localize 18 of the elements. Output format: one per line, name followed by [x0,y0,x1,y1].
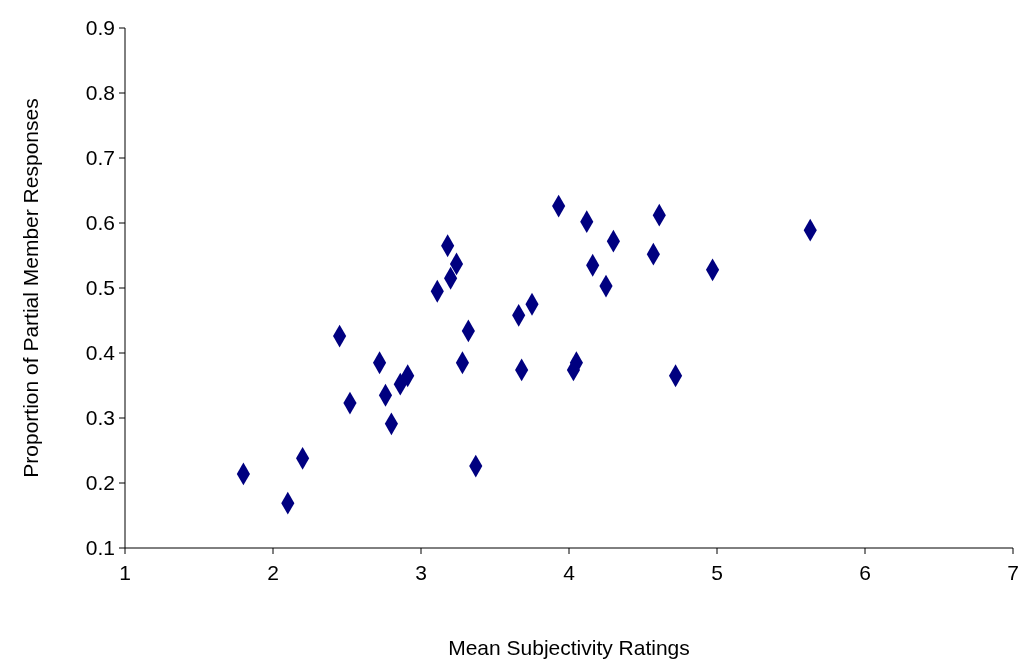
x-tick-label: 5 [711,561,723,584]
y-tick-label: 0.8 [85,81,115,104]
x-tick-label: 3 [415,561,427,584]
x-tick-label: 7 [1007,561,1019,584]
x-tick-label: 2 [267,561,279,584]
x-tick-label: 4 [563,561,576,584]
y-tick-label: 0.3 [85,406,115,429]
y-tick-label: 0.5 [85,276,115,299]
x-tick-label: 1 [119,561,131,584]
y-tick-label: 0.6 [85,211,115,234]
y-tick-label: 0.2 [85,471,115,494]
x-tick-label: 6 [859,561,871,584]
y-tick-label: 0.7 [85,146,115,169]
y-tick-label: 0.9 [85,16,115,39]
x-axis-title: Mean Subjectivity Ratings [448,636,690,659]
y-tick-label: 0.4 [85,341,116,364]
y-tick-label: 0.1 [85,536,115,559]
y-axis-title: Proportion of Partial Member Responses [19,98,42,478]
